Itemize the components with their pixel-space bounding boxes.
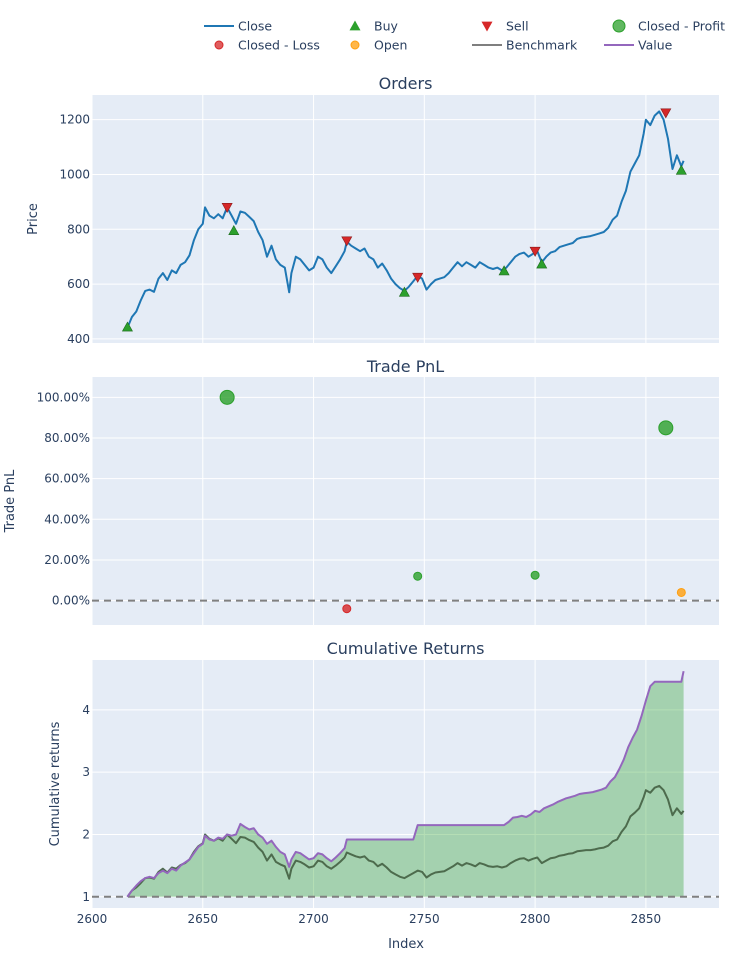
buy-marker <box>228 225 240 235</box>
trade-pnl-y-tick-label: 100.00% <box>37 390 90 404</box>
sell-marker <box>412 272 424 283</box>
cumulative-returns-panel: 1 2 3 4 2600 2650 2700 2750 2800 2850 Cumulative R… <box>48 639 719 926</box>
cumulative-returns-x-tick-label: 2850 <box>631 912 662 926</box>
cumulative-returns-x-tick-label: 2600 <box>77 912 108 926</box>
legend-buy-label: Buy <box>374 19 398 34</box>
trade-pnl-y-tick-label: 40.00% <box>44 512 90 526</box>
profit-trade-point <box>219 389 235 405</box>
legend-benchmark-label: Benchmark <box>506 38 578 53</box>
legend-open-swatch <box>350 40 360 50</box>
trade-pnl-title: Trade PnL <box>366 357 444 376</box>
trade-pnl-y-tick-label: 60.00% <box>44 472 90 486</box>
legend-buy-swatch <box>349 20 361 31</box>
trade-pnl-y-axis-title: Trade PnL <box>3 469 18 534</box>
legend-closed-loss-label: Closed - Loss <box>238 38 320 53</box>
cumulative-returns-y-tick-label: 4 <box>82 703 90 717</box>
legend: Close Buy Sell Closed - Profit Closed - Loss… <box>204 19 725 53</box>
legend-closed-profit-swatch <box>612 19 626 33</box>
profit-trade-point <box>413 571 423 581</box>
legend-closed-profit-label: Closed - Profit <box>638 19 725 34</box>
cumulative-returns-y-tick-label: 1 <box>82 890 90 904</box>
cumulative-returns-x-tick-label: 2800 <box>520 912 551 926</box>
buy-marker <box>121 321 133 332</box>
orders-title: Orders <box>379 74 433 93</box>
profit-trade-point <box>658 420 674 436</box>
orders-plot-area <box>92 95 719 343</box>
legend-sell-swatch <box>481 21 493 32</box>
legend-sell-label: Sell <box>506 19 529 34</box>
legend-value-label: Value <box>638 38 673 53</box>
sell-marker <box>529 246 541 257</box>
buy-marker <box>398 286 410 297</box>
buy-marker <box>675 164 687 175</box>
orders-y-tick-label: 400 <box>67 332 90 346</box>
sell-marker <box>221 203 233 213</box>
orders-y-tick-label: 1200 <box>59 113 90 127</box>
cumulative-returns-x-tick-label: 2750 <box>409 912 440 926</box>
legend-open-label: Open <box>374 38 407 53</box>
open-trade-point <box>676 587 686 597</box>
x-axis-title: Index <box>388 937 424 952</box>
cumulative-returns-title: Cumulative Returns <box>327 639 485 658</box>
profit-trade-point <box>530 570 540 580</box>
orders-y-axis-title: Price <box>26 203 41 235</box>
cumulative-returns-x-tick-label: 2650 <box>188 912 219 926</box>
orders-y-tick-label: 800 <box>67 222 90 236</box>
cumulative-returns-y-tick-label: 2 <box>82 827 90 841</box>
trade-pnl-plot-area <box>92 377 719 625</box>
cumulative-returns-x-tick-label: 2700 <box>298 912 329 926</box>
cumulative-returns-y-axis-title: Cumulative returns <box>48 721 63 846</box>
trade-pnl-panel: 0.00% 20.00% 40.00% 60.00% 80.00% 100.00% Trad… <box>3 357 719 625</box>
trade-pnl-y-tick-label: 80.00% <box>44 431 90 445</box>
buy-marker <box>498 265 510 276</box>
cumulative-returns-y-tick-label: 3 <box>82 765 90 779</box>
orders-panel: 400 600 800 1000 1200 Orders Price <box>26 74 719 346</box>
returns-fill-area <box>127 671 684 897</box>
loss-trade-point <box>342 604 352 614</box>
orders-y-tick-label: 1000 <box>59 167 90 181</box>
legend-close-label: Close <box>238 19 272 34</box>
cumulative-returns-plot-area <box>92 660 719 908</box>
sell-marker <box>341 236 353 247</box>
trade-pnl-y-tick-label: 20.00% <box>44 553 90 567</box>
value-line <box>126 670 685 898</box>
legend-closed-loss-swatch <box>214 40 224 50</box>
orders-y-tick-label: 600 <box>67 277 90 291</box>
sell-marker <box>660 108 672 119</box>
trade-pnl-y-tick-label: 0.00% <box>52 594 90 608</box>
buy-marker <box>536 258 548 269</box>
